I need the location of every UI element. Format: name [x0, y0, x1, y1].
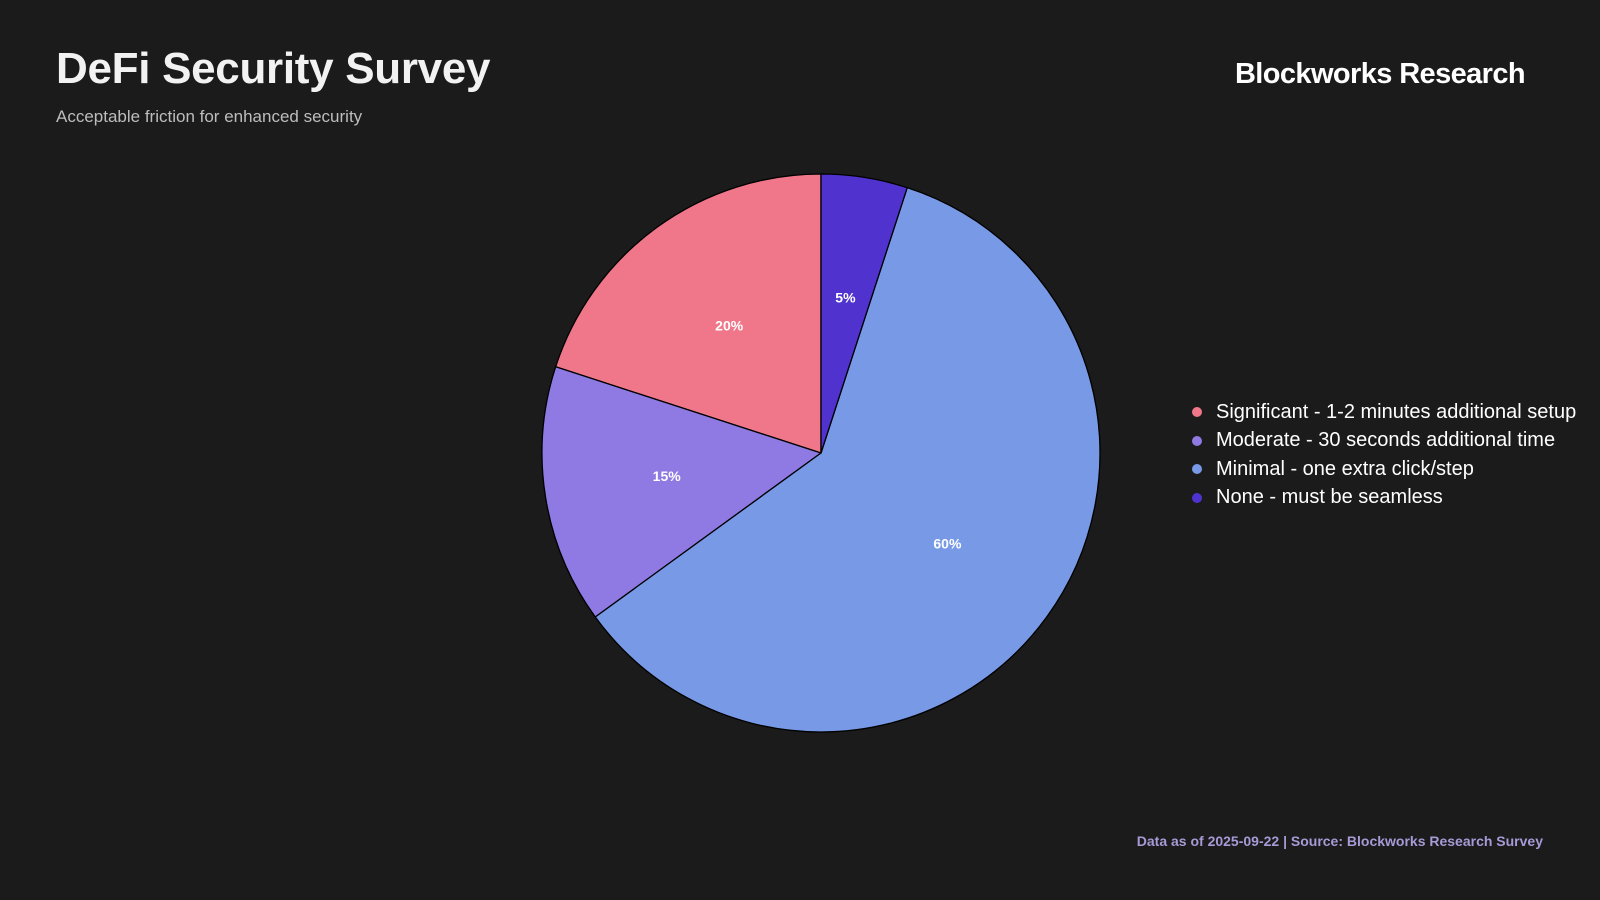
pie-slice-significant[interactable] — [555, 173, 822, 454]
slice-label-minimal: 60% — [933, 536, 962, 552]
legend-item-none[interactable]: None - must be seamless — [1192, 484, 1576, 513]
pie-slice-none[interactable] — [820, 173, 908, 454]
page-subtitle: Acceptable friction for enhanced securit… — [56, 107, 363, 126]
legend-item-moderate[interactable]: Moderate - 30 seconds additional time — [1192, 427, 1576, 456]
slice-label-significant: 20% — [715, 317, 744, 333]
brand-logo: Blockworks Research — [1234, 58, 1526, 90]
legend-item-minimal[interactable]: Minimal - one extra click/step — [1192, 455, 1576, 484]
source-footnote: Data as of 2025-09-22 | Source: Blockwor… — [1136, 833, 1543, 849]
pie-slice-minimal[interactable] — [594, 187, 1101, 733]
legend-marker-icon — [1192, 407, 1202, 418]
chart-legend: Significant - 1-2 minutes additional set… — [1192, 398, 1576, 512]
legend-label: Moderate - 30 seconds additional time — [1216, 429, 1556, 452]
page-title: DeFi Security Survey — [56, 44, 491, 93]
legend-item-significant[interactable]: Significant - 1-2 minutes additional set… — [1192, 398, 1576, 427]
slice-label-moderate: 15% — [653, 468, 682, 484]
pie-slice-moderate[interactable] — [541, 366, 822, 618]
legend-marker-icon — [1192, 435, 1202, 446]
legend-label: Significant - 1-2 minutes additional set… — [1216, 400, 1577, 423]
legend-marker-icon — [1192, 464, 1202, 475]
slice-label-none: 5% — [835, 289, 856, 305]
legend-marker-icon — [1192, 492, 1202, 503]
legend-label: Minimal - one extra click/step — [1216, 457, 1474, 480]
legend-label: None - must be seamless — [1216, 486, 1443, 509]
